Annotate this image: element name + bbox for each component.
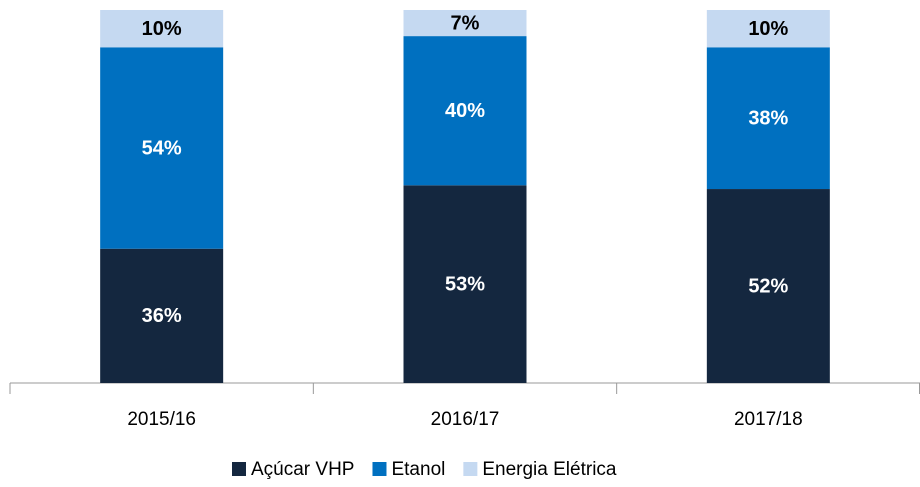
value-label: 10% [748,18,788,40]
bar-segment [100,47,224,249]
legend-swatch [372,462,387,476]
legend-swatch [232,462,246,476]
value-label: 7% [451,12,480,34]
value-label: 40% [445,100,485,122]
x-tick-label: 2015/16 [127,409,196,430]
legend-swatch [463,462,478,476]
x-tick-label: 2017/18 [734,409,803,430]
value-label: 53% [445,273,485,295]
legend-label: Energia Elétrica [482,459,617,480]
value-label: 36% [142,305,182,327]
bar-segment [403,185,527,383]
bar-segment [403,10,527,37]
legend-label: Açúcar VHP [251,459,354,480]
bar-segment [100,248,224,383]
bar-segment [403,36,527,186]
x-tick-label: 2016/17 [431,409,500,430]
bar-segment [706,189,830,383]
value-label: 52% [748,275,788,297]
value-label: 54% [142,137,182,159]
bar-segment [100,10,224,48]
legend-label: Etanol [391,459,445,480]
bar-segment [706,10,830,48]
bar-segment [706,47,830,190]
value-label: 38% [748,107,788,129]
value-label: 10% [142,18,182,40]
